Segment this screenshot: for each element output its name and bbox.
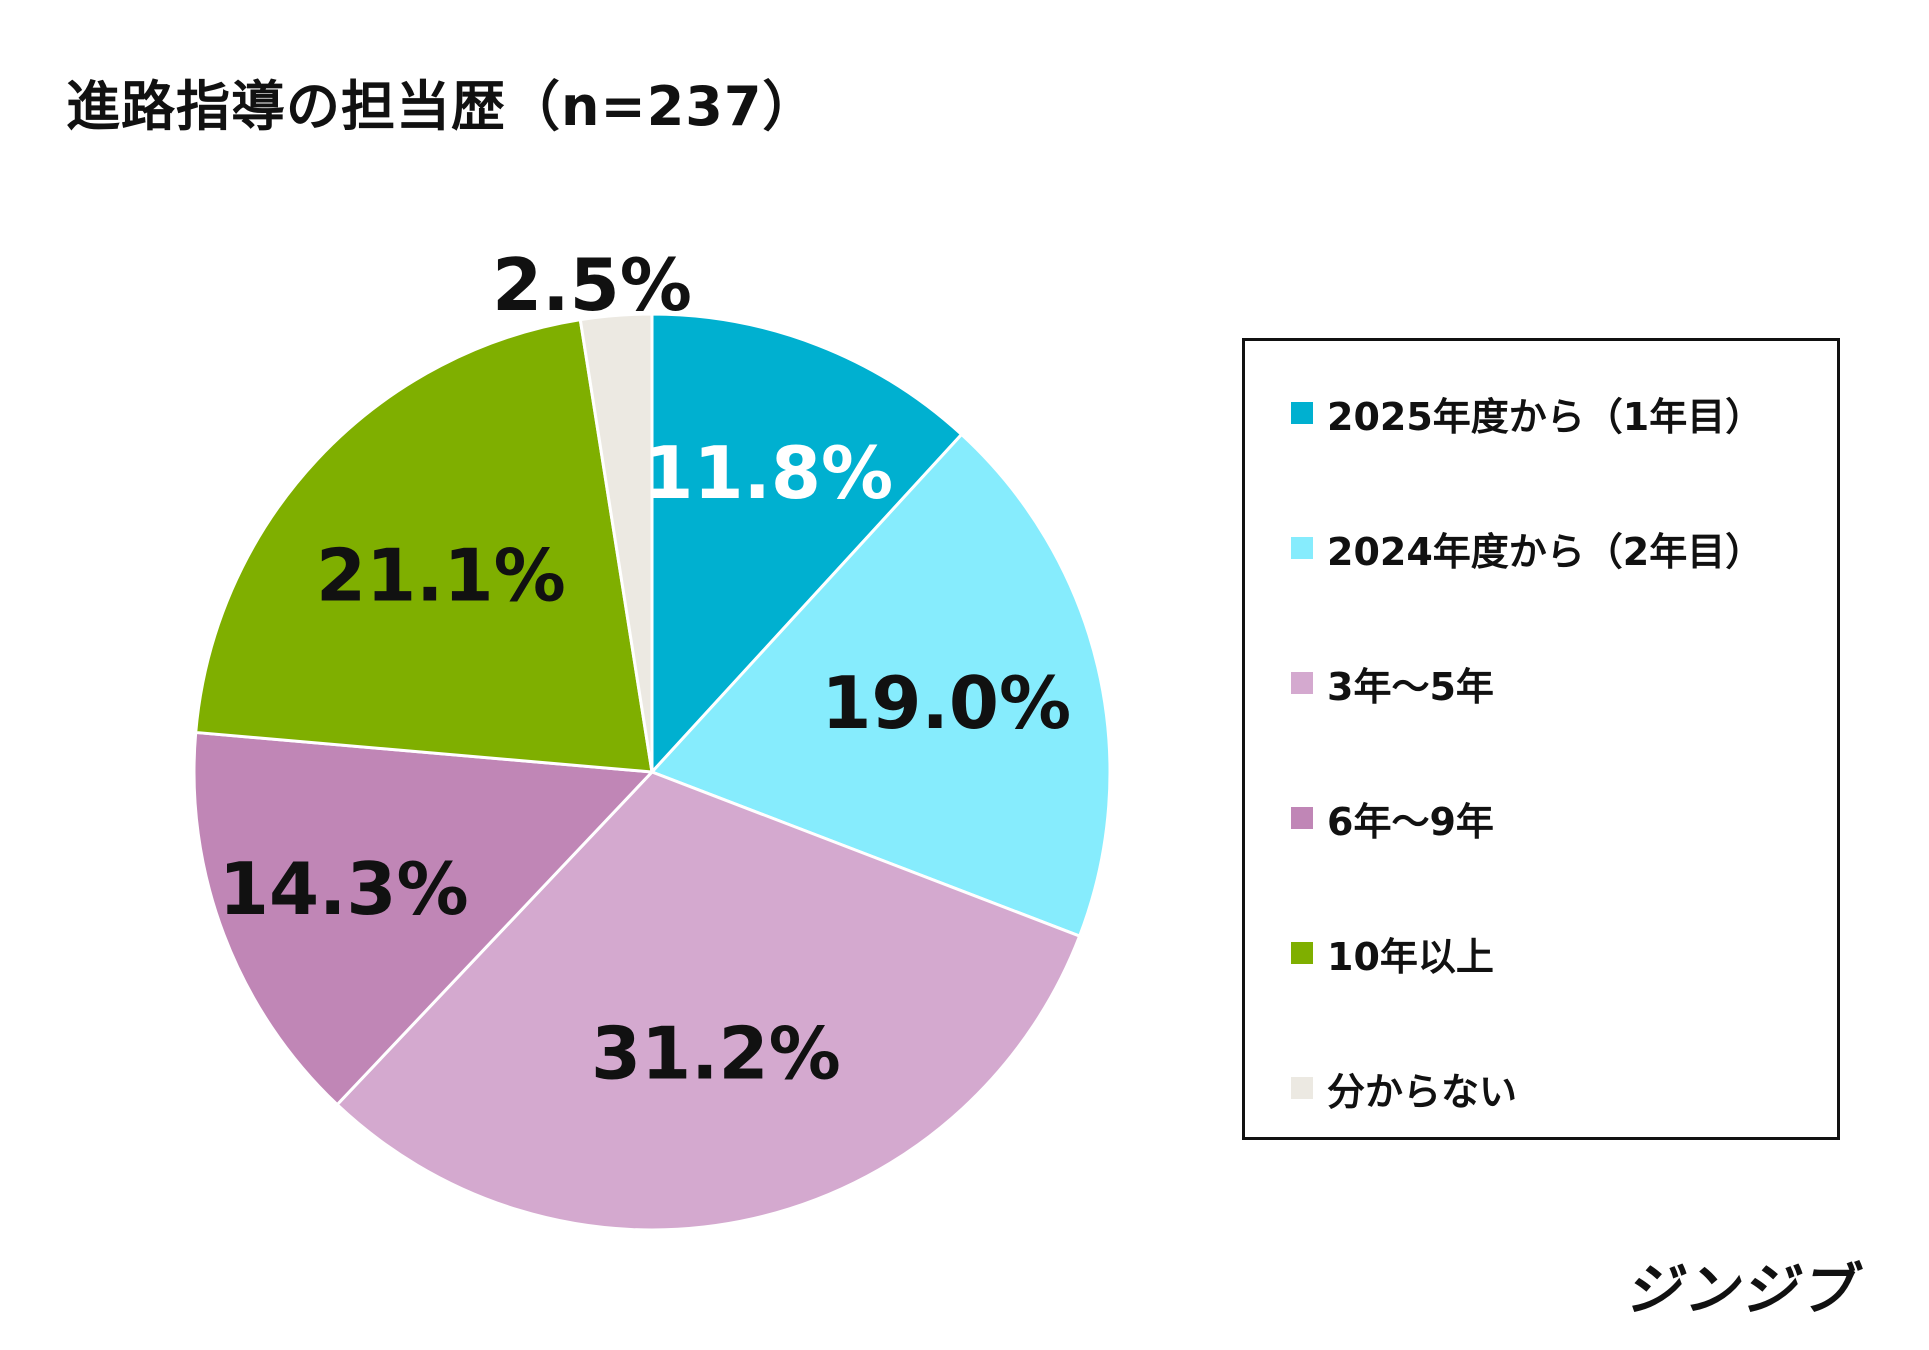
slice-label-2: 19.0% [821,661,1071,745]
slice-label-1: 11.8% [643,431,893,515]
legend-swatch-3 [1291,672,1313,694]
slice-label-5: 21.1% [316,533,566,617]
chart-legend: 2025年度から（1年目） 2024年度から（2年目） 3年～5年 6年～9年 10年以… [1242,338,1840,1140]
legend-label-5: 10年以上 [1327,934,1494,979]
legend-item-3: 3年～5年 [1291,653,1494,713]
pie-slice-6 [578,312,654,773]
legend-item-2: 2024年度から（2年目） [1291,518,1763,578]
legend-swatch-6 [1291,1077,1313,1099]
pie-slice-5 [194,317,654,774]
legend-item-1: 2025年度から（1年目） [1291,383,1763,443]
legend-label-3: 3年～5年 [1327,664,1494,709]
legend-label-2: 2024年度から（2年目） [1327,529,1764,574]
legend-label-4: 6年～9年 [1327,799,1494,844]
legend-swatch-5 [1291,942,1313,964]
slice-label-6: 2.5% [492,243,692,327]
legend-item-6: 分からない [1291,1058,1517,1118]
slice-label-4: 14.3% [219,847,469,931]
slice-label-3: 31.2% [591,1011,841,1095]
brand-logo: ジンジブ [1622,1258,1868,1323]
pie-slice-4 [192,730,656,1107]
legend-swatch-1 [1291,402,1313,424]
legend-item-5: 10年以上 [1291,923,1494,983]
pie-slice-1 [650,312,964,776]
legend-swatch-4 [1291,807,1313,829]
chart-title: 進路指導の担当歴（n=237） [66,75,818,138]
legend-item-4: 6年～9年 [1291,788,1494,848]
pie-slice-3 [335,770,1082,1232]
legend-label-1: 2025年度から（1年目） [1327,394,1764,439]
legend-swatch-2 [1291,537,1313,559]
pie-slice-2 [649,432,1112,939]
legend-label-6: 分からない [1327,1069,1518,1114]
